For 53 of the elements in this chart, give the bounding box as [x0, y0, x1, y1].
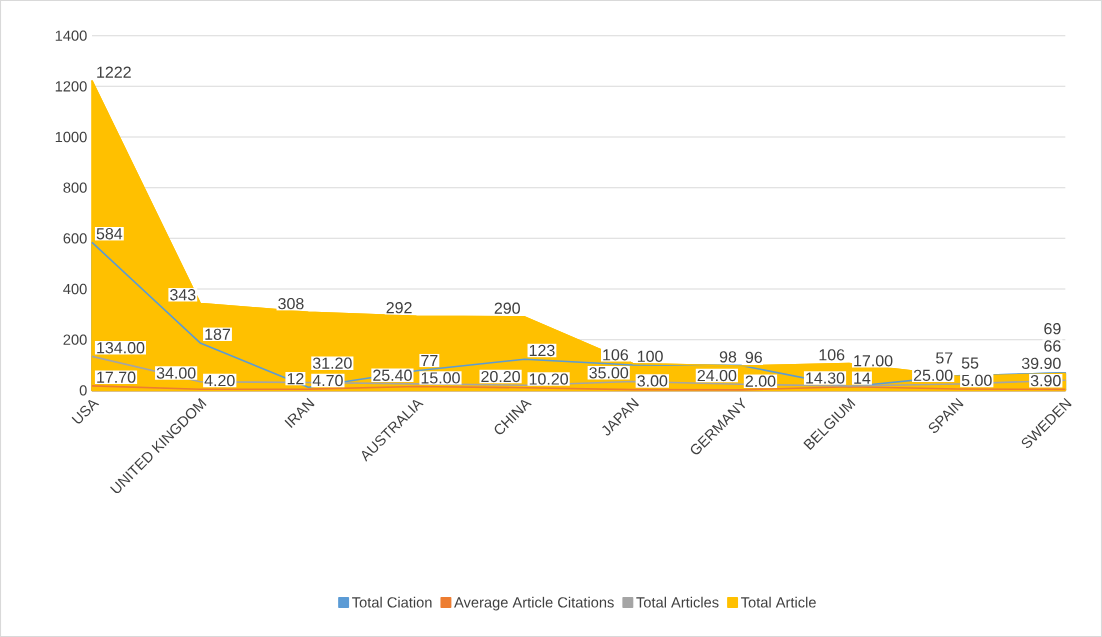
data-label: 1222 — [97, 66, 131, 78]
data-label: 4.70 — [312, 374, 343, 387]
y-tick-label: 1000 — [55, 131, 87, 143]
data-label: 17.70 — [97, 371, 136, 383]
data-label: 2.00 — [745, 375, 776, 387]
data-label: 343 — [170, 289, 196, 301]
data-label: 584 — [96, 228, 123, 240]
y-tick-label: 400 — [63, 283, 87, 295]
data-label: 5.00 — [961, 374, 992, 387]
data-label: 34.00 — [156, 367, 196, 379]
data-label: 292 — [386, 302, 412, 314]
data-label: 106 — [603, 349, 629, 361]
y-tick-label: 1400 — [55, 30, 87, 41]
data-label: 14.30 — [806, 372, 845, 384]
data-label: 12 — [287, 373, 304, 385]
data-label: 66 — [1044, 340, 1061, 352]
data-label: 31.20 — [312, 357, 352, 369]
legend-label: Total Ciation — [352, 596, 432, 608]
x-tick-label: USA — [71, 400, 100, 424]
y-tick-label: 800 — [63, 182, 87, 193]
data-label: 25.00 — [913, 369, 953, 381]
legend-label: Total Articles — [636, 596, 719, 608]
data-label: 187 — [205, 328, 231, 340]
data-label: 57 — [936, 352, 953, 364]
data-label: 98 — [719, 351, 737, 363]
data-label: 3.90 — [1030, 375, 1061, 387]
data-label: 15.00 — [421, 372, 460, 384]
data-label: 134.00 — [97, 342, 145, 354]
data-label: 69 — [1044, 323, 1061, 335]
legend-label: Average Article Citations — [454, 596, 614, 611]
data-label: 24.00 — [697, 369, 737, 382]
data-label: 106 — [819, 349, 845, 361]
data-label: 4.20 — [204, 374, 235, 387]
y-tick-label: 0 — [79, 385, 87, 396]
data-label: 17.00 — [854, 355, 893, 367]
data-label: 55 — [961, 357, 979, 369]
data-label: 100 — [637, 350, 663, 362]
data-label: 35.00 — [589, 367, 629, 379]
data-label: 308 — [278, 297, 304, 310]
data-label: 290 — [494, 302, 520, 314]
legend-label: Total Article — [741, 596, 816, 608]
data-label: 77 — [421, 355, 438, 367]
data-label: 39.90 — [1021, 357, 1061, 369]
data-label: 14 — [854, 372, 871, 384]
data-label: 96 — [745, 351, 762, 363]
data-label: 123 — [529, 344, 555, 357]
data-label: 20.20 — [481, 370, 520, 383]
data-label: 25.40 — [373, 369, 412, 381]
y-tick-label: 1200 — [55, 81, 87, 92]
y-tick-label: 600 — [63, 233, 87, 244]
data-label: 3.00 — [637, 375, 668, 387]
data-label: 10.20 — [529, 373, 569, 385]
y-tick-label: 200 — [63, 334, 87, 345]
